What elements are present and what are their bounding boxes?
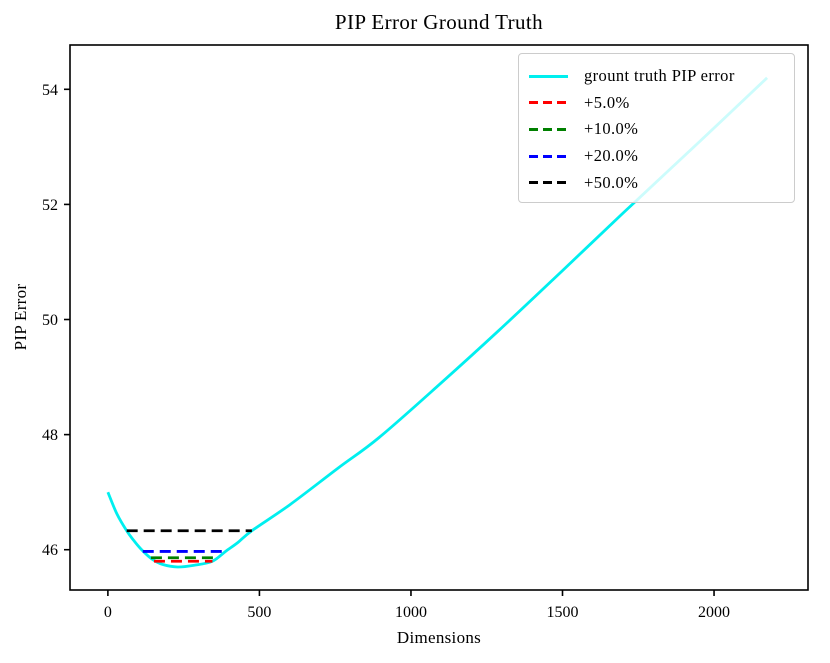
y-axis-label: PIP Error (11, 283, 30, 351)
legend-label: +20.0% (584, 146, 639, 166)
y-tick-label: 52 (42, 197, 58, 214)
legend-label: +10.0% (584, 119, 639, 139)
x-tick-label: 1500 (547, 604, 579, 621)
legend-item-plus-5: +5.0% (529, 90, 784, 117)
legend-item-plus-10: +10.0% (529, 116, 784, 143)
legend-label: +50.0% (584, 172, 639, 192)
legend-item-plus-50: +50.0% (529, 169, 784, 196)
legend-line-sample-dashed-red (529, 101, 568, 105)
x-tick-label: 500 (247, 604, 271, 621)
y-tick-label: 46 (42, 542, 58, 559)
legend-line-sample-solid-cyan (529, 74, 568, 78)
legend-line-sample-dashed-black (529, 181, 568, 185)
x-tick-label: 2000 (698, 604, 730, 621)
y-tick-label: 50 (42, 312, 58, 329)
legend-label: +5.0% (584, 92, 630, 112)
legend-label: grount truth PIP error (584, 66, 735, 86)
legend-line-sample-dashed-green (529, 127, 568, 131)
chart-title: PIP Error Ground Truth (334, 10, 544, 34)
legend-item-ground-truth: grount truth PIP error (529, 63, 784, 90)
y-tick-label: 54 (42, 82, 58, 99)
legend-line-sample-dashed-blue (529, 154, 568, 158)
y-tick-label: 48 (42, 427, 58, 444)
ground-truth-curve (106, 76, 769, 569)
legend: grount truth PIP error +5.0% +10.0% +20.… (518, 53, 795, 203)
plot-border (69, 44, 809, 591)
x-axis-label: Dimensions (396, 628, 482, 647)
x-tick-label: 0 (104, 604, 112, 621)
x-tick-label: 1000 (395, 604, 427, 621)
legend-item-plus-20: +20.0% (529, 143, 784, 170)
